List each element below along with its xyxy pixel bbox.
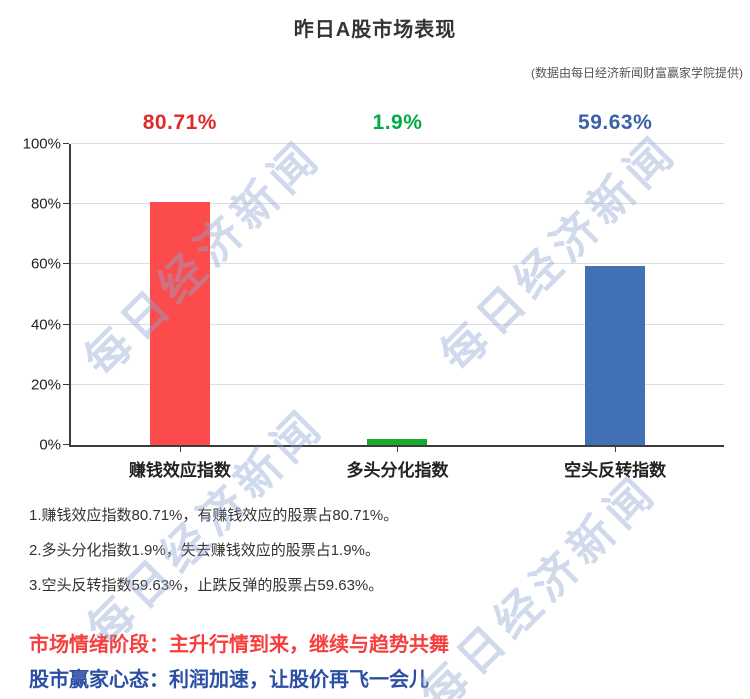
- y-axis-tick: [63, 444, 69, 445]
- y-gridline: [71, 323, 724, 325]
- winner-mindset-text: 股市赢家心态：利润加速，让股价再飞一会儿: [29, 669, 429, 691]
- y-gridline: [71, 143, 724, 144]
- bar-column: 80.71% 赚钱效应指数: [71, 111, 289, 480]
- x-axis-category-label: 空头反转指数: [564, 461, 667, 480]
- watermark-text: 每日经济新闻: [410, 464, 668, 699]
- bar-value-label: 1.9%: [372, 111, 423, 134]
- notes-list: 1.赚钱效应指数80.71%，有赚钱效应的股票占80.71%。 2.多头分化指数1…: [29, 505, 398, 610]
- y-axis-tick: [63, 203, 69, 205]
- x-axis-category-label: 赚钱效应指数: [128, 461, 231, 480]
- bar: [149, 202, 210, 445]
- plot-area: 0% 20% 40% 60% 80% 100% 80.71% 赚钱效应指数 1.9% 多头分化指数…: [23, 111, 724, 480]
- note-line: 2.多头分化指数1.9%，失去赚钱效应的股票占1.9%。: [29, 542, 380, 559]
- bar-column: 1.9% 多头分化指数: [289, 111, 507, 480]
- y-axis-label: 40%: [30, 316, 61, 334]
- y-axis-label: 80%: [30, 195, 61, 213]
- x-axis-category-label: 多头分化指数: [346, 461, 449, 480]
- y-axis-tick: [63, 383, 69, 385]
- data-source-note: (数据由每日经济新闻财富赢家学院提供): [531, 66, 743, 80]
- chart-title: 昨日A股市场表现: [293, 19, 457, 41]
- y-gridline: [71, 263, 724, 265]
- bar-column: 59.63% 空头反转指数: [506, 111, 724, 480]
- y-gridline: [71, 203, 724, 205]
- bar: [585, 265, 646, 445]
- y-axis-label: 100%: [22, 135, 61, 153]
- bar-value-label: 80.71%: [142, 111, 217, 134]
- y-axis-tick: [63, 143, 69, 144]
- bar-value-label: 59.63%: [578, 111, 653, 134]
- y-axis-label: 60%: [30, 255, 61, 273]
- y-axis-label: 20%: [30, 376, 61, 394]
- y-axis-tick: [63, 323, 69, 325]
- y-axis-tick: [63, 263, 69, 265]
- x-axis-tick: [179, 447, 181, 452]
- note-line: 3.空头反转指数59.63%，止跌反弹的股票占59.63%。: [29, 577, 384, 594]
- bar: [367, 439, 428, 445]
- y-gridline: [71, 383, 724, 385]
- x-axis-tick: [615, 447, 617, 452]
- x-axis-tick: [397, 447, 399, 452]
- y-axis-label: 0%: [39, 436, 61, 454]
- market-stage-text: 市场情绪阶段：主升行情到来，继续与趋势共舞: [29, 634, 449, 656]
- note-line: 1.赚钱效应指数80.71%，有赚钱效应的股票占80.71%。: [29, 507, 399, 524]
